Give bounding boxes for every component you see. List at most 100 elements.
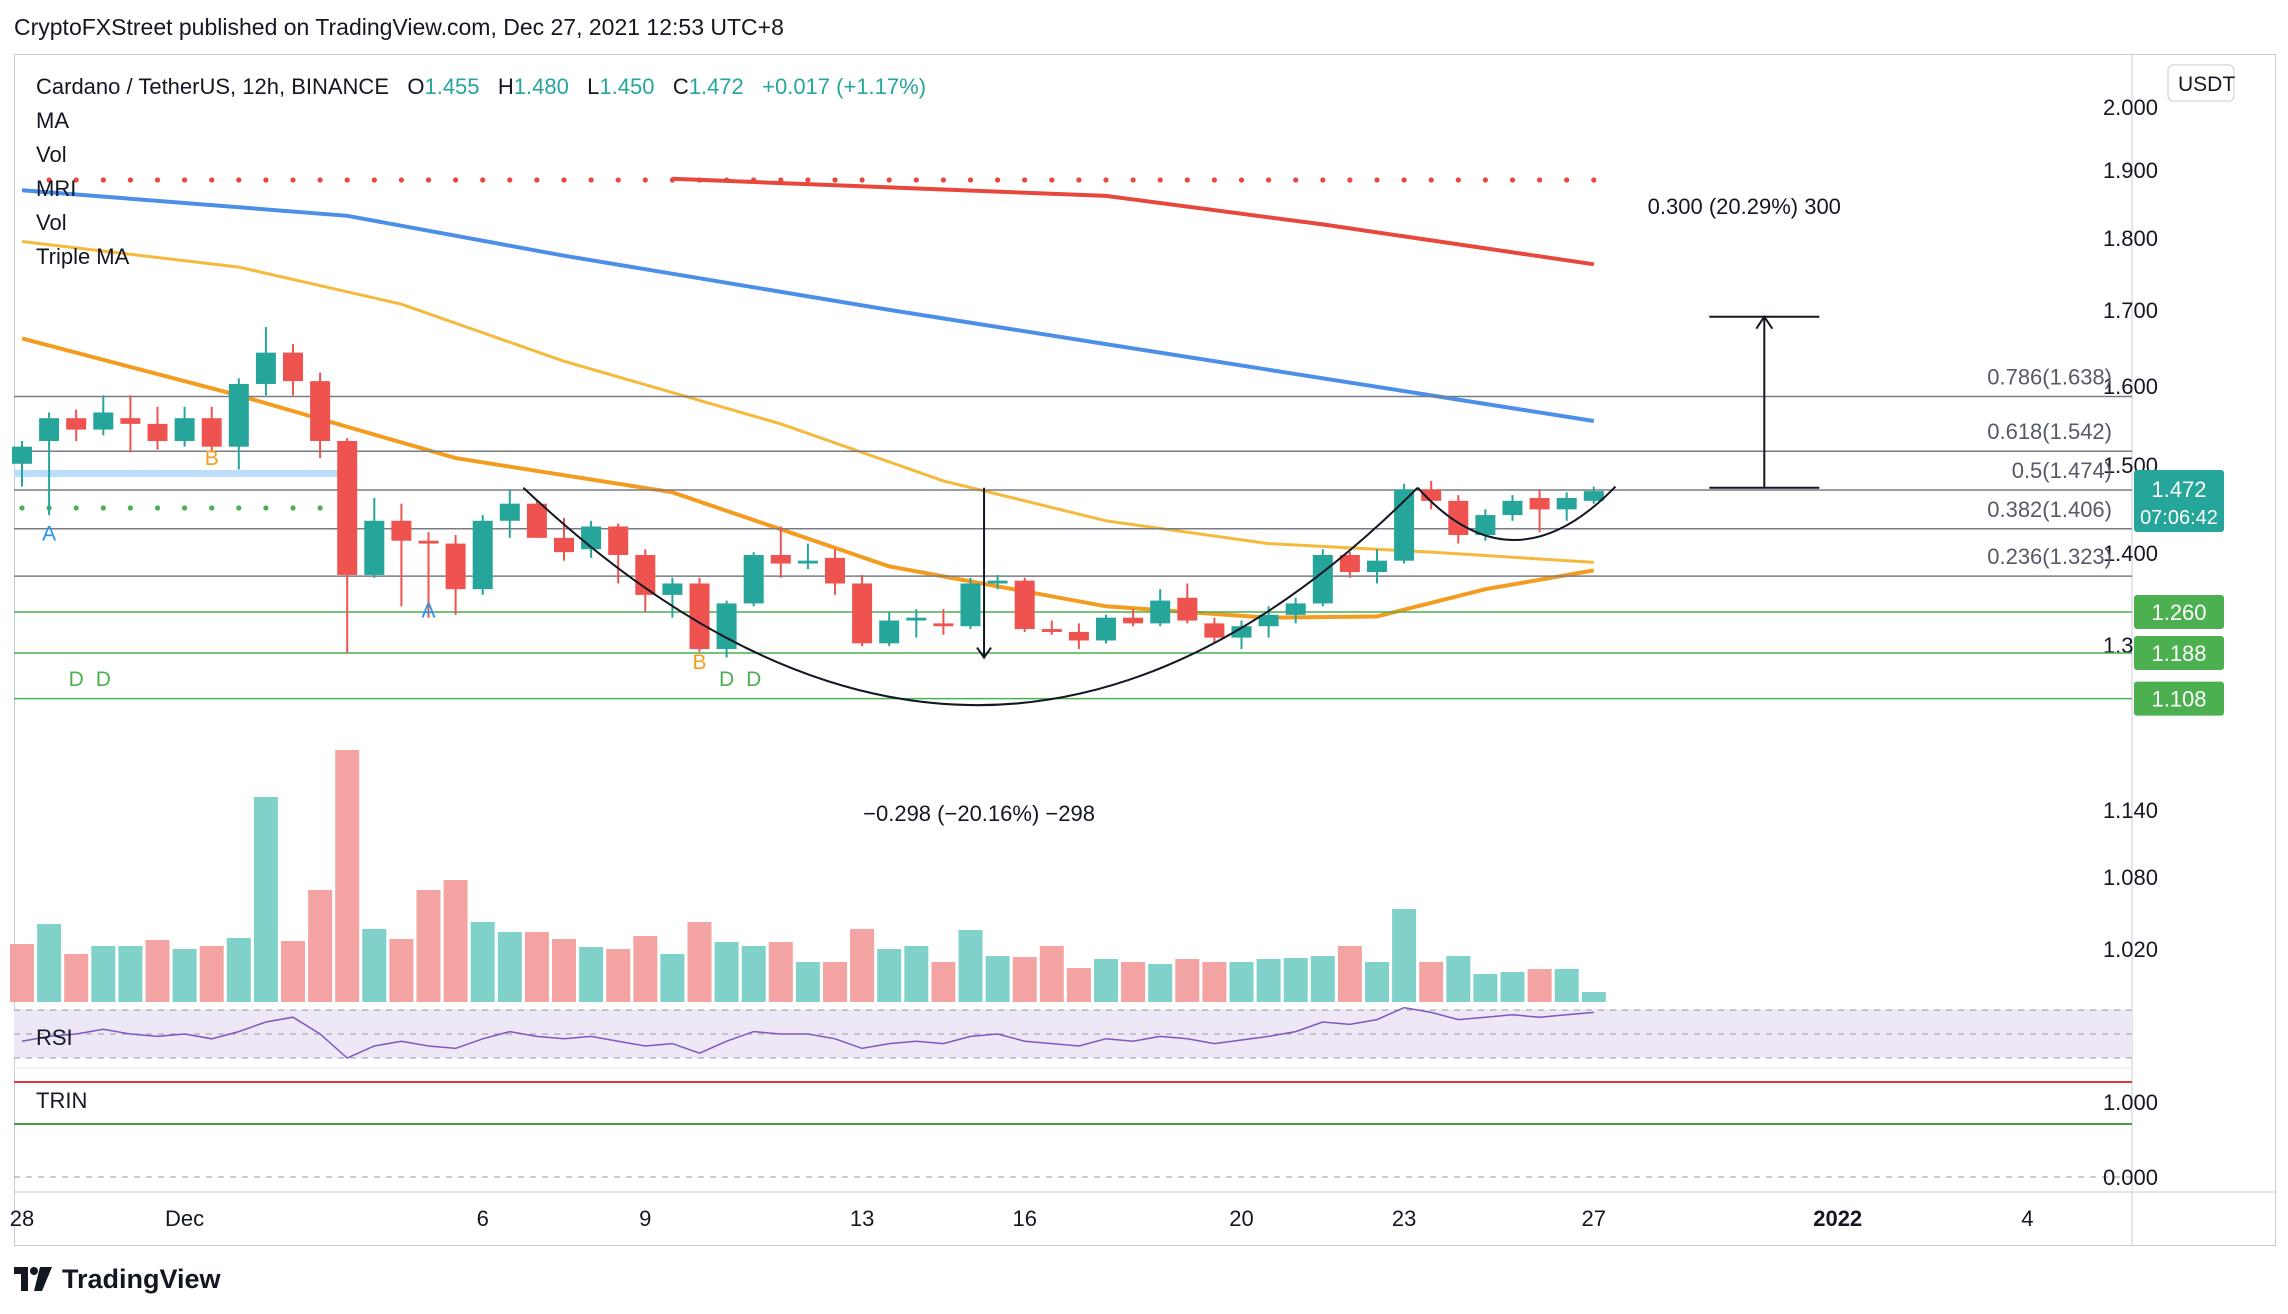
candle (1583, 486, 1604, 504)
volume-bar (1012, 957, 1037, 1002)
support-level-tag (2134, 594, 2224, 629)
mri-dot (778, 177, 784, 183)
candle (499, 489, 520, 538)
price-tag-countdown: 07:06:42 (2140, 507, 2218, 529)
y-tick-label: 1.700 (2103, 298, 2158, 323)
trin-tick-label: 1.000 (2103, 1090, 2158, 1115)
mri-dot (209, 505, 215, 511)
volume-bar (1202, 962, 1227, 1002)
candle (960, 577, 981, 630)
candle (1123, 609, 1144, 627)
legend-symbol[interactable]: Cardano / TetherUS, 12h, BINANCE (36, 74, 389, 99)
candle-body (364, 520, 385, 575)
mri-dot (1103, 177, 1109, 183)
price-tag (2134, 470, 2224, 532)
volume-bar (335, 750, 360, 1002)
tradingview-footer[interactable]: TradingView (14, 1254, 221, 1304)
mri-dot (615, 177, 621, 183)
candle-body (1529, 497, 1550, 510)
mri-dot (1455, 177, 1461, 183)
candle-body (499, 503, 520, 521)
candle-body (1068, 631, 1089, 641)
legend-indicator-triple-ma[interactable]: Triple MA (36, 244, 130, 269)
volume-bar (470, 922, 495, 1002)
mri-dot (995, 177, 1001, 183)
mri-dot (1211, 177, 1217, 183)
volume-bar (172, 949, 197, 1002)
candle-body (445, 543, 466, 590)
volume-bar (1148, 964, 1173, 1002)
mri-dot (967, 177, 974, 183)
legend-close: 1.472 (688, 74, 744, 99)
volume-bar (904, 946, 929, 1002)
candle (1177, 583, 1198, 624)
candle-body (1231, 626, 1252, 638)
volume-bar (389, 939, 414, 1002)
chart-legend: Cardano / TetherUS, 12h, BINANCE O1.455 … (36, 70, 926, 274)
legend-indicator-vol[interactable]: Vol (36, 142, 67, 167)
mri-dot (1509, 177, 1516, 183)
mri-dot (1347, 177, 1353, 183)
y-tick-label: 1.020 (2103, 937, 2158, 962)
candle (1068, 623, 1089, 650)
candle (1367, 549, 1387, 584)
support-level-label: 1.188 (2151, 641, 2206, 666)
volume-bar (660, 954, 685, 1002)
candle (1556, 492, 1577, 521)
volume-bar (877, 949, 902, 1002)
mri-dot (236, 177, 242, 183)
support-level-label: 1.108 (2151, 687, 2206, 712)
candle-body (418, 540, 439, 544)
volume-bar (226, 938, 251, 1002)
volume-bar (362, 929, 387, 1002)
legend-indicator-mri[interactable]: MRI (36, 176, 77, 201)
candle-body (608, 526, 629, 555)
mri-dot (1428, 177, 1434, 183)
candle-body (1285, 603, 1306, 615)
volume-bar (579, 947, 604, 1002)
fib-level-label: 0.5(1.474) (2012, 458, 2112, 483)
candle-body (1312, 554, 1333, 604)
mri-dot (1401, 177, 1407, 183)
candle (879, 611, 900, 647)
candle (12, 440, 32, 487)
x-tick-label: 4 (2021, 1206, 2033, 1231)
mri-dot (19, 505, 25, 511)
legend-indicator-vol-2[interactable]: Vol (36, 210, 67, 235)
candle (1150, 589, 1171, 627)
x-tick-label: 9 (639, 1206, 651, 1231)
legend-indicator-ma[interactable]: MA (36, 108, 69, 133)
volume-bar (795, 962, 820, 1002)
mri-dots-green (19, 505, 350, 511)
volume-bar (524, 932, 549, 1002)
cup-pattern-curve (522, 486, 1419, 707)
candle-body (716, 603, 737, 650)
mri-dot (100, 177, 106, 183)
candle (418, 532, 439, 618)
chart-canvas[interactable]: USDT2.0001.9001.8001.7001.6001.5001.4001… (0, 0, 2288, 1254)
measure-down-label: −0.298 (−20.16%) −298 (863, 801, 1095, 826)
candle (120, 395, 141, 453)
candle-body (66, 418, 87, 430)
volume-bar (958, 930, 983, 1002)
volume-bar (1527, 969, 1552, 1002)
mri-dot (46, 177, 52, 183)
measure-up-arrow (1755, 314, 1774, 330)
volume-bar (714, 942, 739, 1002)
mri-dot (182, 177, 188, 183)
candle-body (526, 503, 547, 538)
legend-close-label: C (672, 74, 689, 99)
mri-dot (154, 505, 161, 511)
volume-bar (741, 946, 766, 1002)
candle-body (1583, 491, 1604, 501)
candle-body (933, 623, 954, 627)
volume-bar (768, 942, 793, 1002)
candle-body (554, 537, 574, 553)
candle (662, 577, 683, 618)
candle (1204, 617, 1225, 644)
candle-body (1475, 515, 1496, 536)
candle (1096, 614, 1116, 644)
mri-dot (751, 177, 757, 183)
volume-bar (118, 946, 143, 1002)
mri-dot (127, 505, 133, 511)
